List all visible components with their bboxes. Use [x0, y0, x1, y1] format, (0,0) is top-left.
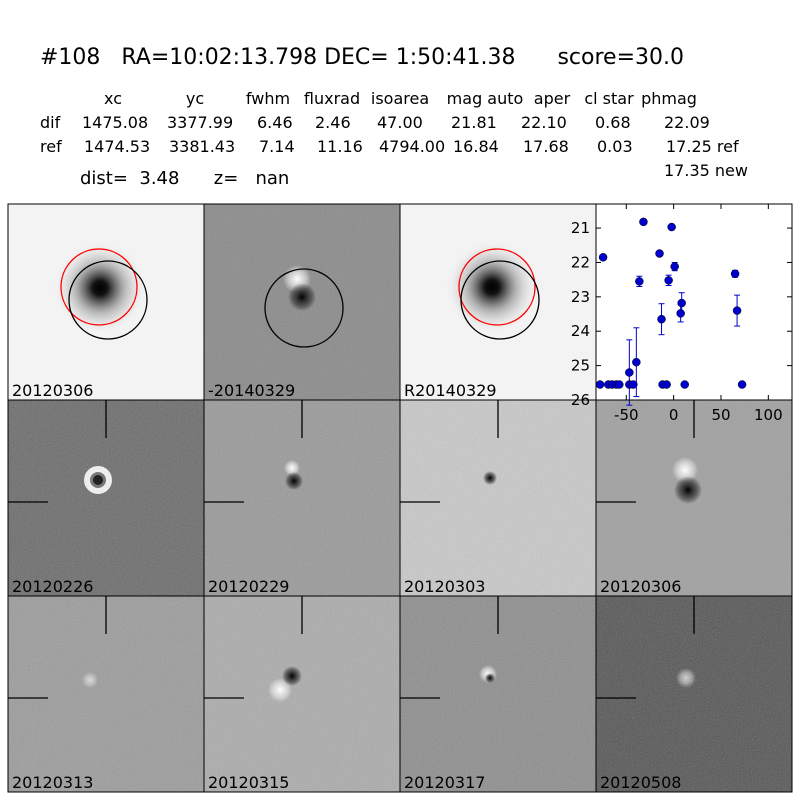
column-header: fwhm — [246, 89, 290, 108]
table-cell: 2.46 — [315, 113, 351, 132]
point — [680, 380, 689, 389]
table-cell: 17.25 ref — [666, 137, 739, 156]
source — [93, 475, 103, 485]
table-cell: 22.09 — [664, 113, 710, 132]
column-header: phmag — [641, 89, 697, 108]
y-tick-label: 25 — [571, 357, 590, 375]
point — [677, 298, 686, 308]
panel-label: R20140329 — [404, 381, 497, 400]
table-cell: 11.16 — [317, 137, 363, 156]
point — [629, 380, 638, 389]
circle-red — [458, 248, 536, 326]
y-tick-label: 22 — [571, 253, 590, 271]
point — [615, 380, 624, 389]
y-tick-label: 21 — [571, 219, 590, 237]
y-tick-label: 23 — [571, 288, 590, 306]
source — [84, 466, 112, 494]
point — [670, 262, 679, 271]
point — [732, 306, 742, 315]
table-cell: 0.03 — [597, 137, 633, 156]
point — [730, 269, 740, 279]
panel-label: 20120315 — [208, 773, 289, 792]
source — [285, 472, 303, 490]
table-cell: 4794.00 — [379, 137, 445, 156]
source — [282, 666, 302, 686]
table-cell: 6.46 — [257, 113, 293, 132]
column-header: cl star — [584, 89, 634, 108]
point — [664, 276, 673, 285]
table-cell: 21.81 — [451, 113, 497, 132]
column-header: aper — [534, 89, 571, 108]
circle-black — [68, 260, 148, 340]
point — [737, 380, 747, 389]
panel-label: 20120508 — [600, 773, 681, 792]
table-cell: 3377.99 — [167, 113, 233, 132]
source — [288, 283, 316, 311]
panel-label: 20120313 — [12, 773, 93, 792]
table-cell: ref — [40, 137, 62, 156]
column-header: isoarea — [371, 89, 429, 108]
panel-label: 20120306 — [12, 381, 93, 400]
circle-black — [264, 268, 344, 348]
table-cell: 22.10 — [521, 113, 567, 132]
point — [632, 357, 641, 367]
table-cell: 1474.53 — [84, 137, 150, 156]
panel-label: 20120303 — [404, 577, 485, 596]
point — [662, 380, 671, 389]
source — [676, 668, 696, 688]
point — [598, 253, 608, 262]
panel-label: 20120229 — [208, 577, 289, 596]
x-tick-label: -50 — [614, 406, 639, 424]
point — [655, 249, 664, 258]
panel-label: 20120306 — [600, 577, 681, 596]
panel-label: 20120226 — [12, 577, 93, 596]
source — [284, 460, 300, 476]
source — [82, 672, 98, 688]
source — [674, 476, 702, 504]
x-tick-label: 100 — [754, 406, 783, 424]
column-header: xc — [104, 89, 122, 108]
table-cell: 1475.08 — [82, 113, 148, 132]
x-tick-label: 50 — [711, 406, 730, 424]
panel-label: 20120317 — [404, 773, 485, 792]
point — [625, 368, 634, 377]
y-tick-label: 24 — [571, 322, 590, 340]
point — [639, 217, 648, 227]
point — [595, 380, 605, 389]
circle-red — [60, 248, 138, 326]
table-cell: dif — [40, 113, 61, 132]
plot-area — [596, 204, 792, 400]
source — [485, 673, 495, 683]
y-tick-label: 26 — [571, 391, 590, 409]
table-cell: 16.84 — [453, 137, 499, 156]
point — [657, 314, 666, 324]
source — [483, 471, 497, 485]
column-header: fluxrad — [304, 89, 360, 108]
distance: dist= 3.48 z= nan — [80, 168, 289, 189]
source — [52, 240, 148, 336]
chart-frame — [595, 203, 793, 401]
table-cell: 17.35 new — [664, 161, 748, 180]
point — [635, 277, 644, 286]
table-cell: 0.68 — [595, 113, 631, 132]
x-tick-label: 0 — [669, 406, 679, 424]
table-cell: 7.14 — [259, 137, 295, 156]
table-cell: 47.00 — [377, 113, 423, 132]
panel-label: -20140329 — [208, 381, 295, 400]
title: #108 RA=10:02:13.798 DEC= 1:50:41.38 sco… — [40, 45, 684, 70]
panel-frame — [595, 595, 793, 793]
column-header: mag auto — [447, 89, 524, 108]
table-cell: 17.68 — [523, 137, 569, 156]
circle-black — [460, 260, 540, 340]
point — [667, 222, 676, 232]
table-cell: 3381.43 — [169, 137, 235, 156]
column-header: yc — [186, 89, 204, 108]
